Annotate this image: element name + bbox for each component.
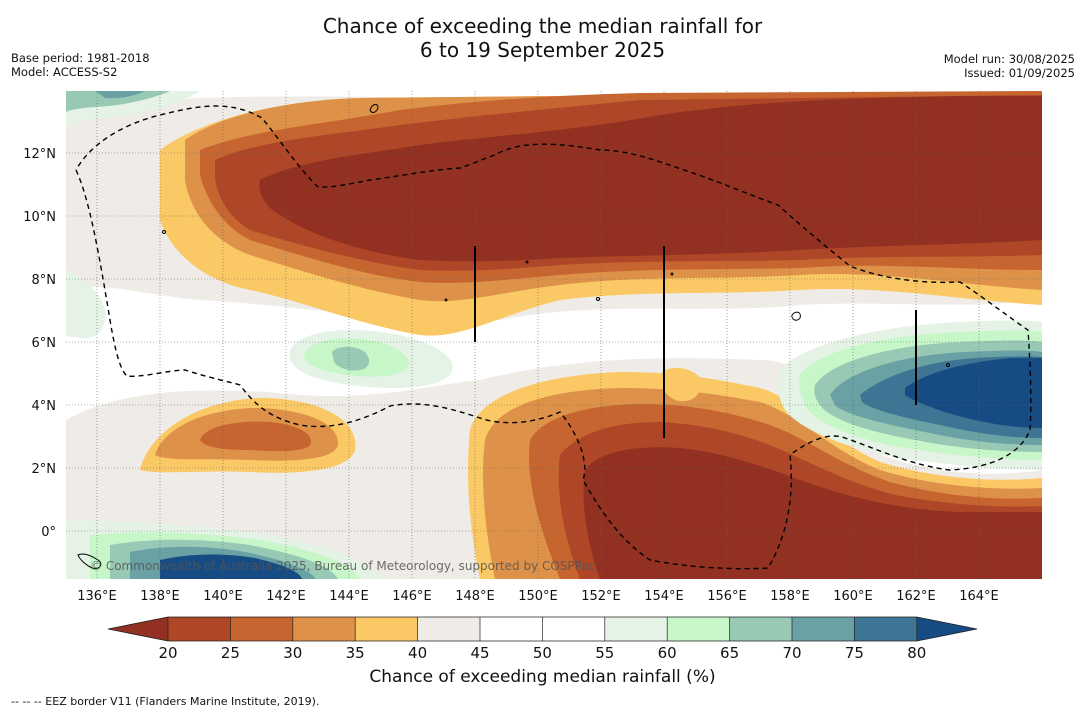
lon-axis-labels: 136°E 138°E 140°E 142°E 144°E 146°E 148°E 150°E… <box>77 589 999 604</box>
colorbar-segment <box>542 617 606 641</box>
rainfall-map: © Commonwealth of Australia 2025, Bureau… <box>66 91 1042 579</box>
issued-date: Issued: 01/09/2025 <box>964 66 1075 80</box>
colorbar-segment <box>604 617 668 641</box>
zone-deep-blue-sw <box>160 554 302 579</box>
colorbar-tick-label: 35 <box>346 644 365 662</box>
colorbar-segment <box>230 617 294 641</box>
lon-label: 144°E <box>329 589 369 604</box>
zone-teal-nw <box>66 91 170 112</box>
lon-label: 138°E <box>140 589 180 604</box>
colorbar-tick-label: 45 <box>470 644 489 662</box>
zone-slate-nw <box>95 91 145 99</box>
lon-label: 140°E <box>203 589 243 604</box>
lat-label: 0° <box>41 525 56 540</box>
zone-light-green-west <box>66 270 106 339</box>
chart-title: Chance of exceeding the median rainfall … <box>0 14 1085 62</box>
model-name: Model: ACCESS-S2 <box>11 65 118 79</box>
lon-label: 152°E <box>581 589 621 604</box>
lat-axis-labels: 12°N 10°N 8°N 6°N 4°N 2°N 0° <box>23 147 56 540</box>
lat-label: 2°N <box>32 462 57 477</box>
lon-label: 136°E <box>77 589 117 604</box>
colorbar-tick-label: 25 <box>221 644 240 662</box>
colorbar-tick-label: 80 <box>907 644 926 662</box>
zone-dark-orange-sw <box>200 421 311 452</box>
title-line-2: 6 to 19 September 2025 <box>419 38 666 62</box>
colorbar-segment <box>292 617 356 641</box>
meta-right: Model run: 30/08/2025 Issued: 01/09/2025 <box>944 52 1075 80</box>
lon-label: 146°E <box>392 589 432 604</box>
lon-label: 150°E <box>518 589 558 604</box>
zone-deep-brown-north <box>259 96 1042 262</box>
colorbar-segment <box>667 617 731 641</box>
base-period: Base period: 1981-2018 <box>11 51 150 65</box>
gridlines <box>66 91 1042 579</box>
title-line-1: Chance of exceeding the median rainfall … <box>322 14 763 38</box>
colorbar-segment <box>480 617 543 641</box>
footnote: -- -- -- EEZ border V11 (Flanders Marine… <box>11 695 320 708</box>
colorbar-segment <box>355 617 419 641</box>
colorbar-tick-label: 55 <box>595 644 614 662</box>
colorbar-segment <box>168 617 231 641</box>
lat-label: 12°N <box>23 147 56 162</box>
lon-label: 154°E <box>644 589 684 604</box>
lat-label: 10°N <box>23 210 56 225</box>
colorbar-tick-label: 65 <box>720 644 739 662</box>
colorbar-tick-label: 50 <box>533 644 552 662</box>
zone-teal-mid <box>332 346 370 371</box>
eez-borders <box>75 105 1032 570</box>
colorbar: 20 25 30 35 40 45 50 55 60 65 70 75 80 <box>107 616 978 662</box>
colorbar-arrow-right <box>916 617 977 641</box>
lon-label: 158°E <box>770 589 810 604</box>
lon-label: 160°E <box>833 589 873 604</box>
colorbar-tick-label: 75 <box>845 644 864 662</box>
colorbar-tick-label: 30 <box>283 644 302 662</box>
model-run: Model run: 30/08/2025 <box>943 52 1075 66</box>
lat-label: 4°N <box>32 399 57 414</box>
lon-label: 162°E <box>896 589 936 604</box>
lat-label: 8°N <box>32 273 57 288</box>
colorbar-segment <box>729 617 793 641</box>
copyright-notice: © Commonwealth of Australia 2025, Bureau… <box>90 559 595 573</box>
colorbar-title: Chance of exceeding median rainfall (%) <box>369 667 716 687</box>
meridian-markers <box>474 246 917 438</box>
lon-label: 164°E <box>959 589 999 604</box>
zone-yellow-small <box>659 367 701 402</box>
colorbar-tick-label: 40 <box>408 644 427 662</box>
lon-label: 148°E <box>455 589 495 604</box>
lat-label: 6°N <box>32 336 57 351</box>
colorbar-tick-label: 60 <box>658 644 677 662</box>
eez-border-palau-fsm <box>75 105 1032 570</box>
lon-label: 156°E <box>707 589 747 604</box>
lon-label: 142°E <box>266 589 306 604</box>
zone-deep-blue-east <box>905 358 1042 428</box>
colorbar-segment <box>417 617 481 641</box>
colorbar-segment <box>792 617 855 641</box>
meta-left: Base period: 1981-2018 Model: ACCESS-S2 <box>11 51 150 79</box>
islands <box>77 103 950 569</box>
colorbar-segment <box>854 617 918 641</box>
colorbar-arrow-left <box>108 617 168 641</box>
colorbar-tick-label: 20 <box>158 644 177 662</box>
zone-deep-brown-se <box>583 447 1042 579</box>
colorbar-tick-label: 70 <box>782 644 801 662</box>
